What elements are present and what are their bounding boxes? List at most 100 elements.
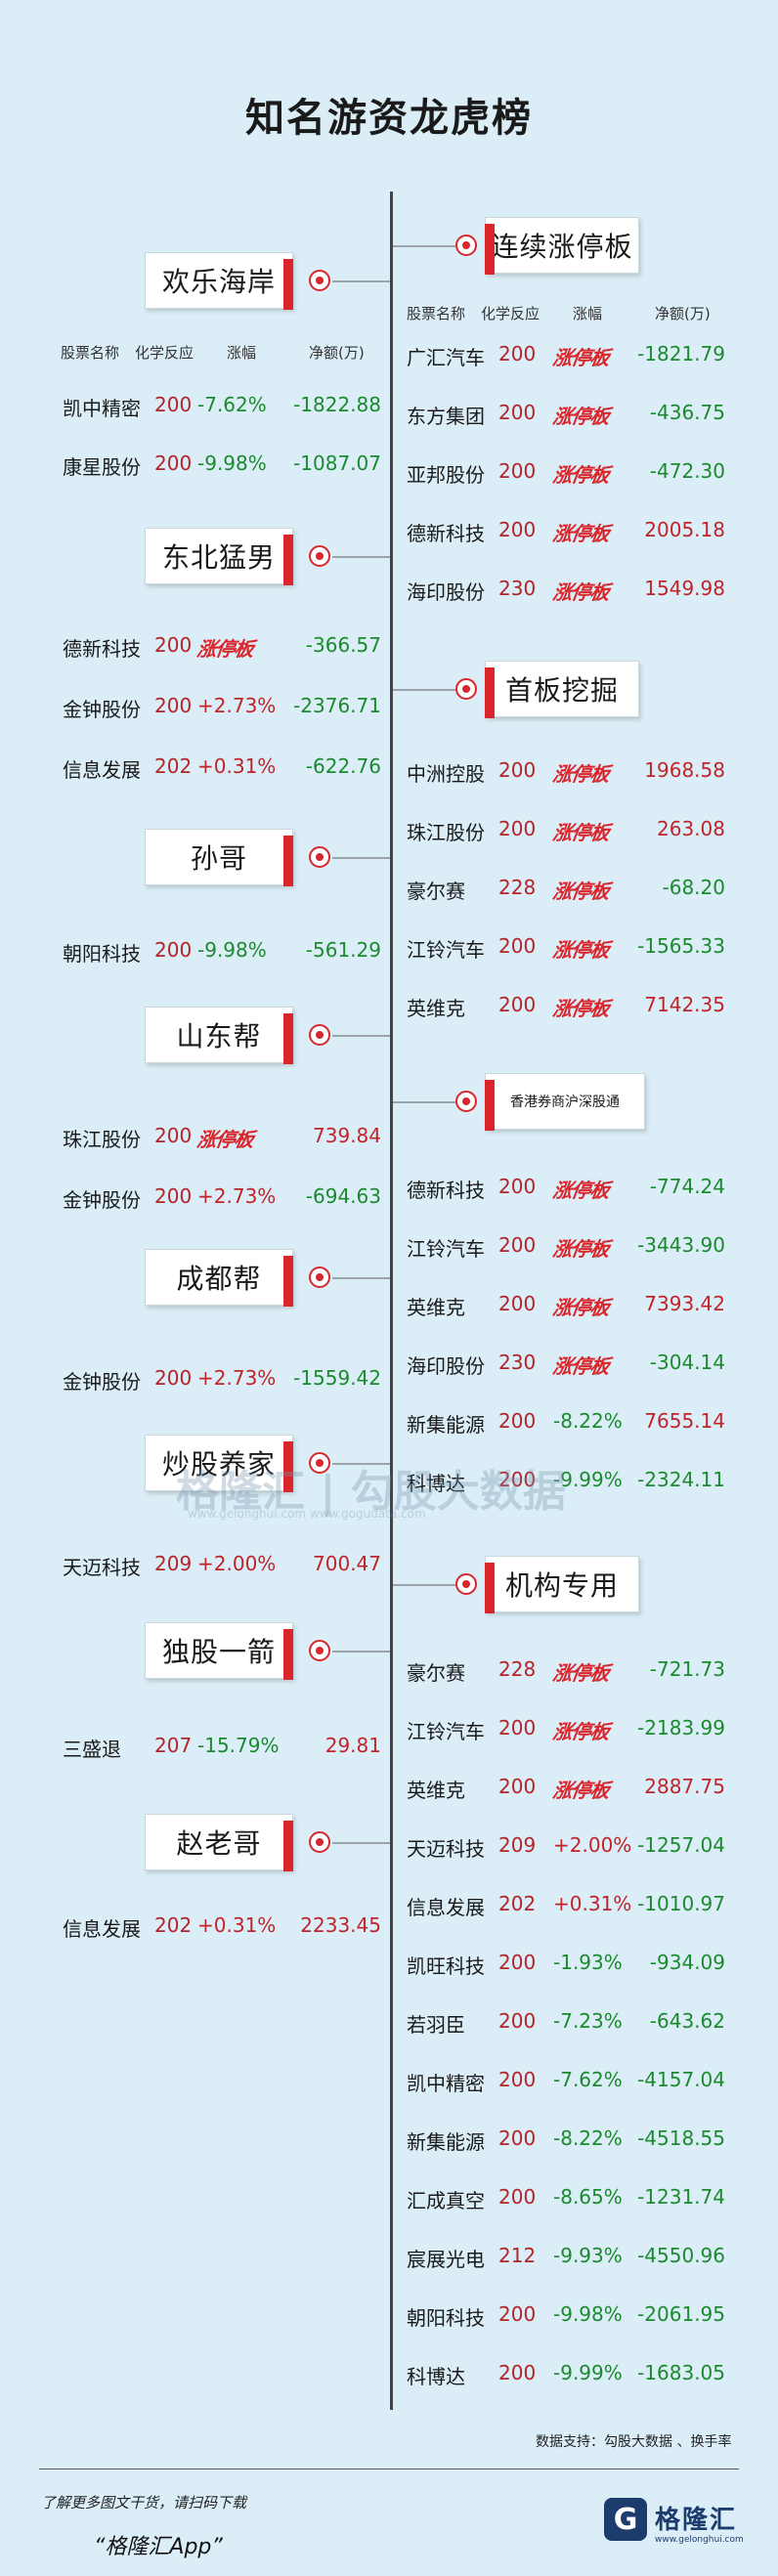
limit-up-badge: 涨停板 [551,1296,611,1319]
stock-name: 新集能源 [407,1413,485,1437]
accent-tab [283,1013,293,1064]
table-row: 德新科技 200 涨停板 2005.18 [407,518,739,547]
net-amount: 7142.35 [644,993,725,1016]
column-header-net: 净额(万) [655,305,711,322]
group-title: 炒股养家 [161,1448,276,1481]
column-header-change: 涨幅 [227,344,257,362]
accent-tab [485,1080,495,1131]
stock-name: 朝阳科技 [407,2306,485,2330]
timeline-connector [393,1584,455,1586]
stock-name: 新集能源 [407,2130,485,2154]
reaction-code: 200 [154,1184,193,1208]
stock-name: 三盛退 [63,1738,121,1761]
reaction-code: 212 [498,2244,537,2267]
table-row: 英维克 200 涨停板 7142.35 [407,993,739,1022]
change-value: -15.79% [197,1734,280,1757]
table-row: 康星股份 200 -9.98% -1087.07 [63,451,395,481]
change-value: -1.93% [553,1951,623,1974]
group-title: 成都帮 [176,1263,262,1295]
limit-up-badge: 涨停板 [551,1179,611,1202]
table-row: 金钟股份 200 +2.73% -1559.42 [63,1366,395,1395]
timeline-dot-icon [309,1640,330,1661]
stock-name: 天迈科技 [407,1837,485,1861]
accent-tab [283,1441,293,1492]
accent-tab [283,1629,293,1680]
table-row: 科博达 200 -9.99% -2324.11 [407,1468,739,1497]
reaction-code: 200 [498,2009,537,2033]
stock-name: 信息发展 [63,758,141,782]
group-title: 东北猛男 [161,541,276,574]
table-row: 珠江股份 200 涨停板 739.84 [63,1124,395,1153]
table-row: 英维克 200 涨停板 7393.42 [407,1292,739,1321]
change-value: +0.31% [197,754,277,778]
footer-app-name: “格隆汇App” [94,2535,223,2559]
group-header-7: 赵老哥 [145,1814,293,1871]
net-amount: -1822.88 [293,393,381,416]
column-header-code: 化学反应 [135,344,194,362]
timeline-axis [390,192,393,2410]
reaction-code: 200 [498,758,537,782]
reaction-code: 200 [498,1292,537,1315]
stock-name: 东方集团 [407,405,485,428]
timeline-connector [332,1035,390,1037]
reaction-code: 209 [154,1552,193,1575]
timeline-dot-icon [455,678,477,700]
limit-up-badge: 涨停板 [551,463,611,487]
stock-name: 若羽臣 [407,2013,465,2037]
group-title: 赵老哥 [176,1827,262,1860]
footer-download-hint: 了解更多图文干货，请扫码下载 [41,2494,247,2512]
column-header-change: 涨幅 [573,305,603,322]
reaction-code: 200 [498,1175,537,1198]
net-amount: -561.29 [305,938,381,962]
net-amount: -1565.33 [637,934,725,958]
timeline-dot-icon [309,1024,330,1046]
column-header-name: 股票名称 [61,344,120,362]
net-amount: 739.84 [313,1124,381,1147]
reaction-code: 200 [154,1124,193,1147]
limit-up-badge: 涨停板 [551,1237,611,1261]
stock-name: 江铃汽车 [407,938,485,962]
stock-name: 海印股份 [407,1354,485,1378]
stock-name: 亚邦股份 [407,463,485,487]
change-value: -7.62% [197,393,267,416]
stock-name: 康星股份 [63,455,141,479]
timeline-connector [332,1651,390,1653]
table-row: 江铃汽车 200 涨停板 -2183.99 [407,1716,739,1745]
timeline-connector [393,1101,455,1103]
net-amount: -721.73 [649,1657,725,1681]
accent-tab [485,667,495,718]
watermark-brand: 格隆汇 | 勾股大数据 [176,1467,566,1517]
net-amount: 1549.98 [644,577,725,600]
limit-up-badge: 涨停板 [551,522,611,545]
reaction-code: 200 [498,1775,537,1798]
reaction-code: 200 [498,1409,537,1433]
stock-name: 德新科技 [63,637,141,661]
group-title: 机构专用 [504,1569,619,1602]
accent-tab [283,836,293,886]
timeline-dot-icon [309,1452,330,1474]
reaction-code: 209 [498,1833,537,1857]
group-header-4: 成都帮 [145,1249,293,1307]
table-row: 江铃汽车 200 涨停板 -1565.33 [407,934,739,964]
net-amount: -1821.79 [637,342,725,365]
net-amount: -436.75 [649,401,725,424]
table-row: 德新科技 200 涨停板 -366.57 [63,633,395,663]
stock-name: 珠江股份 [63,1128,141,1151]
accent-tab [485,224,495,275]
table-row: 中洲控股 200 涨停板 1968.58 [407,758,739,788]
stock-name: 朝阳科技 [63,942,141,966]
net-amount: -472.30 [649,459,725,483]
group-header-1: 东北猛男 [145,528,293,585]
net-amount: -1231.74 [637,2185,725,2209]
reaction-code: 202 [154,754,193,778]
table-row: 朝阳科技 200 -9.98% -2061.95 [407,2302,739,2332]
reaction-code: 200 [498,993,537,1016]
group-title: 独股一箭 [161,1636,276,1668]
table-row: 东方集团 200 涨停板 -436.75 [407,401,739,430]
stock-name: 天迈科技 [63,1556,141,1579]
group-header-r1: 首板挖掘 [485,661,639,718]
stock-name: 豪尔赛 [407,880,465,903]
stock-name: 凯中精密 [407,2072,485,2095]
reaction-code: 228 [498,1657,537,1681]
timeline-connector [393,245,455,247]
